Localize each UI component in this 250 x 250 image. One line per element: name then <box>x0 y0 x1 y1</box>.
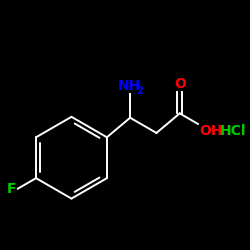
Text: OH: OH <box>199 124 222 138</box>
Text: F: F <box>7 182 17 196</box>
Text: O: O <box>174 77 186 91</box>
Text: 2: 2 <box>137 86 143 96</box>
Text: HCl: HCl <box>220 124 246 138</box>
Text: NH: NH <box>117 79 141 93</box>
